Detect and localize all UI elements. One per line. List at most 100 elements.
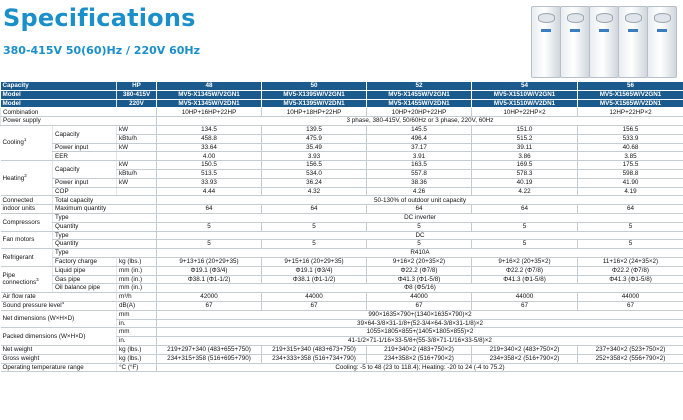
cell-value: Φ19.1 (Φ3/4) xyxy=(156,266,262,276)
cell-value: 5 xyxy=(366,222,472,232)
unit-label: kW xyxy=(116,143,157,153)
model-name: MV5-X1395W/V2GN1 xyxy=(261,90,367,100)
cell-value: 4.26 xyxy=(366,187,472,197)
fan-type-value: DC xyxy=(156,231,683,241)
header-capacity-row: Capacity HP 48 50 52 54 56 xyxy=(0,82,683,91)
cell-value: 219+297+340 (483+655+750) xyxy=(156,345,262,355)
cop-label: COP xyxy=(52,187,117,197)
cell-value: 35.49 xyxy=(261,143,367,153)
unit-label: mm xyxy=(116,327,157,338)
cell-value: 4.32 xyxy=(261,187,367,197)
voltage-380-label: 380-415V xyxy=(116,90,157,100)
packed-dimensions-mm: 1055×1805×855+(1405×1805×855)×2 xyxy=(156,327,683,338)
cell-value: 156.5 xyxy=(261,160,367,170)
compressors-type-row: Compressors Type DC inverter xyxy=(0,213,683,232)
cell-value: 9+13+16 (20+29+35) xyxy=(156,257,262,267)
cell-value: 41.90 xyxy=(577,178,683,188)
power-supply-value: 3 phase, 380-415V, 50/60Hz or 3 phase, 2… xyxy=(156,116,683,126)
net-weight-row: Net weight kg (lbs.) 219+297+340 (483+65… xyxy=(0,345,683,355)
specifications-table: Capacity HP 48 50 52 54 56 Model 380-415… xyxy=(0,82,683,373)
unit-label: kW xyxy=(116,160,157,170)
unit-label: kW xyxy=(116,178,157,188)
fan-motors-type-row: Fan motors Type DC xyxy=(0,231,683,250)
cell-value: 33.64 xyxy=(156,143,262,153)
hp-value: 52 xyxy=(366,82,472,91)
eer-label: EER xyxy=(52,151,117,162)
cell-value: 12HP+22HP×2 xyxy=(577,107,683,118)
cell-value: 145.5 xyxy=(366,125,472,135)
cell-value: Φ41.3 (Φ1-5/8) xyxy=(471,275,578,285)
cell-value: 44000 xyxy=(366,292,472,302)
cell-value: 219+315+340 (483+673+750) xyxy=(261,345,367,355)
cell-value: Φ22.2 (Φ7/8) xyxy=(577,266,683,276)
unit-label: mm (in.) xyxy=(116,283,157,294)
cell-value: 475.9 xyxy=(261,134,367,144)
power-input-label: Power input xyxy=(52,143,117,153)
cell-value: 234+315+358 (516+695+790) xyxy=(156,354,262,364)
air-flow-row: Air flow rate m³/h 42000 44000 44000 440… xyxy=(0,292,683,302)
cell-value: 458.8 xyxy=(156,134,262,144)
cell-value: 513.5 xyxy=(156,169,262,179)
cell-value: 234+358×2 (516+790×2) xyxy=(366,354,472,364)
cell-value: 5 xyxy=(577,239,683,250)
model-name: MV5-X1565W/V2DN1 xyxy=(577,99,683,109)
sound-row: Sound pressure level4 dB(A) 67 67 67 67 … xyxy=(0,301,683,311)
model-name: MV5-X1510W/V2GN1 xyxy=(471,90,578,100)
cooling-eer-row: EER 4.00 3.93 3.91 3.86 3.85 xyxy=(1,151,683,162)
cell-value: 533.9 xyxy=(577,134,683,144)
unit-label xyxy=(116,187,157,197)
net-dimensions-in: 39×64-3/8×31-1/8+(52-3/4×64-3/8×31-1/8)×… xyxy=(156,319,683,329)
cell-value: Φ38.1 (Φ1-1/2) xyxy=(261,275,367,285)
unit-label: mm (in.) xyxy=(116,275,157,285)
cell-value: Φ41.3 (Φ1-5/8) xyxy=(577,275,683,285)
net-dimensions-mm: 990×1635×790+(1340×1635×790)×2 xyxy=(156,310,683,320)
cell-value: 219+340×2 (483+750×2) xyxy=(471,345,578,355)
unit-label: dB(A) xyxy=(116,301,157,311)
unit-label: kg (lbs.) xyxy=(116,354,157,364)
cell-value: 44000 xyxy=(471,292,578,302)
net-dim-mm-row: Net dimensions (W×H×D) mm 990×1635×790+(… xyxy=(0,310,683,329)
cell-value: 557.8 xyxy=(366,169,472,179)
gas-pipe-label: Gas pipe xyxy=(52,275,117,285)
cell-value: 151.0 xyxy=(471,125,578,135)
header-model-220-row: Model 220V MV5-X1345W/V2DN1 MV5-X1395W/V… xyxy=(0,99,683,109)
cell-value: 3.86 xyxy=(471,151,578,162)
quantity-label: Quantity xyxy=(52,239,157,250)
indoor-units-label: indoor units xyxy=(0,204,53,214)
page-title: Specifications xyxy=(3,4,196,32)
cell-value: 38.36 xyxy=(366,178,472,188)
cell-value: 11+16×2 (24+35×2) xyxy=(577,257,683,267)
cell-value: 234+358×2 (516+790×2) xyxy=(471,354,578,364)
liquid-pipe-label: Liquid pipe xyxy=(52,266,117,276)
cell-value: 64 xyxy=(156,204,262,214)
cell-value: 150.5 xyxy=(156,160,262,170)
heating-capacity-label: Capacity xyxy=(52,160,117,179)
oil-pipe-value: Φ8 (Φ5/16) xyxy=(156,283,683,294)
pipe-liquid-row: Pipe connections3 Liquid pipe mm (in.) Φ1… xyxy=(0,266,683,294)
model-name: MV5-X1565W/V2GN1 xyxy=(577,90,683,100)
cell-value: 515.2 xyxy=(471,134,578,144)
cell-value: 10HP+20HP+22HP xyxy=(366,107,472,118)
heating-cop-row: COP 4.44 4.32 4.26 4.22 4.19 xyxy=(1,187,683,197)
model-name: MV5-X1455W/V2GN1 xyxy=(366,90,472,100)
cell-value: Φ19.1 (Φ3/4) xyxy=(261,266,367,276)
connected-max-qty-row: indoor units Maximum quantity 64 64 64 6… xyxy=(0,204,683,214)
cell-value: 156.5 xyxy=(577,125,683,135)
cell-value: 10HP+22HP×2 xyxy=(471,107,578,118)
cell-value: 5 xyxy=(577,222,683,232)
cell-value: 175.5 xyxy=(577,160,683,170)
cell-value: 44000 xyxy=(261,292,367,302)
cell-value: 578.3 xyxy=(471,169,578,179)
cell-value: 67 xyxy=(156,301,262,311)
hp-value: 56 xyxy=(577,82,683,91)
refrigerant-charge-row: Factory charge kg (lbs.) 9+13+16 (20+29+… xyxy=(1,257,683,267)
model-name: MV5-X1345W/V2DN1 xyxy=(156,99,262,109)
sound-label: Sound pressure level4 xyxy=(0,301,117,311)
refrigerant-type-row: Refrigerant Type R410A xyxy=(0,248,683,267)
cell-value: 219+340×2 (483+750×2) xyxy=(366,345,472,355)
refrigerant-type-value: R410A xyxy=(156,248,683,258)
model-label: Model xyxy=(0,99,117,109)
cell-value: 598.8 xyxy=(577,169,683,179)
unit-label: kBtu/h xyxy=(116,169,157,179)
temp-range-row: Operating temperature range °C (°F) Cool… xyxy=(0,363,683,373)
